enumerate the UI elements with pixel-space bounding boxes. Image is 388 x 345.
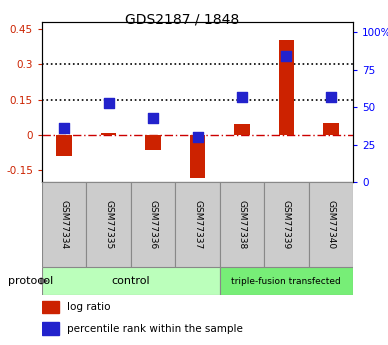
Text: triple-fusion transfected: triple-fusion transfected [232, 276, 341, 286]
Bar [190, 135, 205, 178]
Bar [42, 323, 59, 335]
Text: GSM77340: GSM77340 [326, 200, 335, 249]
Point [328, 94, 334, 99]
Point [61, 125, 68, 131]
Bar [279, 40, 294, 135]
Point [194, 134, 201, 140]
Bar [175, 182, 220, 267]
Text: GSM77336: GSM77336 [149, 200, 158, 249]
Bar [56, 135, 72, 156]
Point [106, 100, 112, 105]
Point [239, 94, 245, 99]
Text: GSM77339: GSM77339 [282, 200, 291, 249]
Text: GSM77334: GSM77334 [60, 200, 69, 249]
Text: protocol: protocol [8, 276, 53, 286]
Text: control: control [111, 276, 150, 286]
Bar [220, 182, 264, 267]
Bar [87, 182, 131, 267]
Bar [145, 135, 161, 150]
Bar [234, 124, 250, 135]
Bar [42, 267, 220, 295]
Bar [42, 182, 87, 267]
Point [150, 115, 156, 120]
Bar [42, 301, 59, 313]
Bar [264, 182, 308, 267]
Text: log ratio: log ratio [67, 302, 110, 312]
Bar [220, 267, 353, 295]
Bar [131, 182, 175, 267]
Text: GSM77338: GSM77338 [237, 200, 246, 249]
Text: GDS2187 / 1848: GDS2187 / 1848 [125, 12, 239, 26]
Text: GSM77337: GSM77337 [193, 200, 202, 249]
Point [283, 53, 289, 59]
Text: GSM77335: GSM77335 [104, 200, 113, 249]
Bar [308, 182, 353, 267]
Bar [101, 132, 116, 135]
Text: percentile rank within the sample: percentile rank within the sample [67, 324, 243, 334]
Bar [323, 123, 339, 135]
